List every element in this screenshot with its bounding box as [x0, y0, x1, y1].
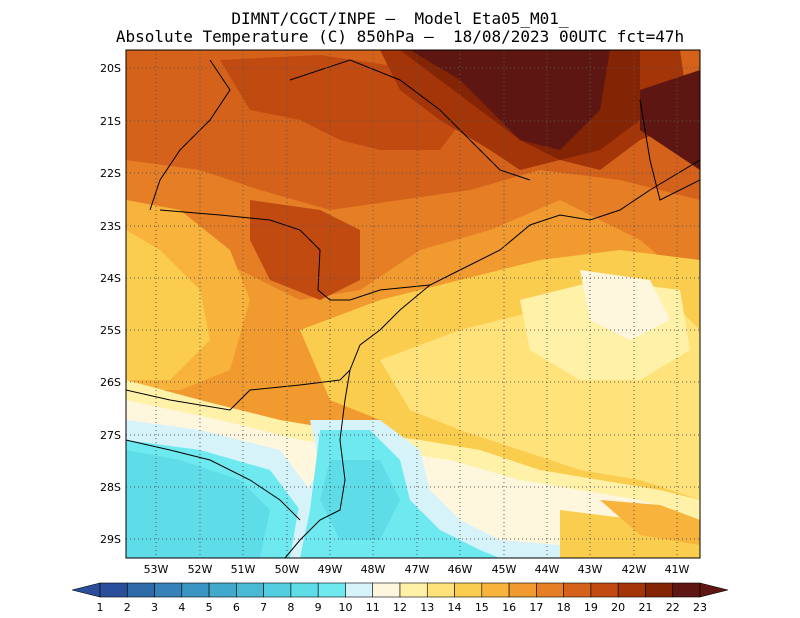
colorbar-swatch — [99, 582, 128, 598]
lon-label: 53W — [144, 563, 169, 576]
lat-label: 21S — [100, 115, 121, 128]
colorbar-tick-label: 19 — [584, 601, 598, 614]
colorbar-swatch — [236, 582, 264, 598]
colorbar-swatch — [426, 582, 455, 598]
colorbar-tick-label: 6 — [233, 601, 240, 614]
figure-title-line1: DIMNT/CGCT/INPE — Model Eta05_M01_ — [231, 9, 569, 28]
colorbar-tick-label: 22 — [666, 601, 680, 614]
colorbar-tick-label: 11 — [366, 601, 380, 614]
colorbar-swatch — [263, 582, 292, 598]
colorbar — [71, 582, 729, 598]
colorbar-swatch — [345, 582, 374, 598]
colorbar-swatch — [290, 582, 319, 598]
colorbar-swatch — [481, 582, 510, 598]
lat-label: 25S — [100, 324, 121, 337]
colorbar-swatch — [208, 582, 237, 598]
lat-label: 22S — [100, 167, 121, 180]
temperature-field — [126, 50, 700, 558]
lat-label: 28S — [100, 481, 121, 494]
map-grid — [126, 50, 700, 558]
lat-label: 27S — [100, 429, 121, 442]
colorbar-swatch — [672, 582, 701, 598]
lon-label: 49W — [318, 563, 343, 576]
figure-title-line2: Absolute Temperature (C) 850hPa — 18/08/… — [115, 27, 685, 46]
colorbar-swatch — [645, 582, 674, 598]
lon-label: 45W — [492, 563, 517, 576]
colorbar-tick-label: 16 — [502, 601, 516, 614]
lat-label: 23S — [100, 220, 121, 233]
colorbar-tick-label: 10 — [338, 601, 352, 614]
colorbar-tick-label: 23 — [693, 601, 707, 614]
colorbar-tick-label: 2 — [124, 601, 131, 614]
colorbar-swatch — [399, 582, 428, 598]
lon-label: 44W — [535, 563, 560, 576]
colorbar-swatch — [536, 582, 564, 598]
lat-label: 26S — [100, 376, 121, 389]
lon-label: 43W — [578, 563, 603, 576]
colorbar-swatch — [154, 582, 183, 598]
lat-label: 29S — [100, 533, 121, 546]
colorbar-swatch — [590, 582, 619, 598]
colorbar-swatch — [454, 582, 483, 598]
lon-label: 42W — [622, 563, 647, 576]
colorbar-swatch — [317, 582, 346, 598]
lon-label: 46W — [448, 563, 473, 576]
colorbar-tick-label: 7 — [260, 601, 267, 614]
colorbar-tick-label: 5 — [206, 601, 213, 614]
colorbar-tick-label: 3 — [151, 601, 158, 614]
lon-label: 52W — [188, 563, 213, 576]
colorbar-swatch — [617, 582, 646, 598]
colorbar-tick-label: 1 — [97, 601, 104, 614]
colorbar-tick-label: 8 — [287, 601, 294, 614]
colorbar-tick-label: 13 — [420, 601, 434, 614]
lon-label: 50W — [275, 563, 300, 576]
colorbar-swatch — [563, 582, 592, 598]
lon-label: 41W — [665, 563, 690, 576]
colorbar-tick-label: 20 — [611, 601, 625, 614]
colorbar-right-arrow — [699, 582, 729, 598]
colorbar-tick-label: 18 — [557, 601, 571, 614]
colorbar-tick-label: 4 — [178, 601, 185, 614]
colorbar-swatch — [181, 582, 210, 598]
lon-label: 48W — [361, 563, 386, 576]
colorbar-tick-label: 12 — [393, 601, 407, 614]
colorbar-swatch — [126, 582, 155, 598]
colorbar-left-arrow — [71, 582, 101, 598]
coastline-and-borders — [126, 59, 700, 558]
lon-label: 51W — [231, 563, 256, 576]
lat-label: 20S — [100, 62, 121, 75]
colorbar-tick-label: 21 — [638, 601, 652, 614]
colorbar-tick-label: 9 — [315, 601, 322, 614]
colorbar-labels: 1 2 3 4 5 6 7 8 9 10 11 12 13 14 15 16 17 18 19 20 21 22 23 — [97, 601, 708, 614]
colorbar-swatch — [372, 582, 401, 598]
lat-label: 24S — [100, 272, 121, 285]
latitude-labels: 20S 21S 22S 23S 24S 25S 26S 27S 28S 29S — [100, 62, 121, 546]
map-frame — [125, 49, 701, 559]
colorbar-tick-label: 17 — [529, 601, 543, 614]
colorbar-swatch — [508, 582, 537, 598]
colorbar-tick-label: 14 — [448, 601, 462, 614]
longitude-labels: 53W 52W 51W 50W 49W 48W 47W 46W 45W 44W … — [144, 563, 690, 576]
colorbar-tick-label: 15 — [475, 601, 489, 614]
lon-label: 47W — [405, 563, 430, 576]
